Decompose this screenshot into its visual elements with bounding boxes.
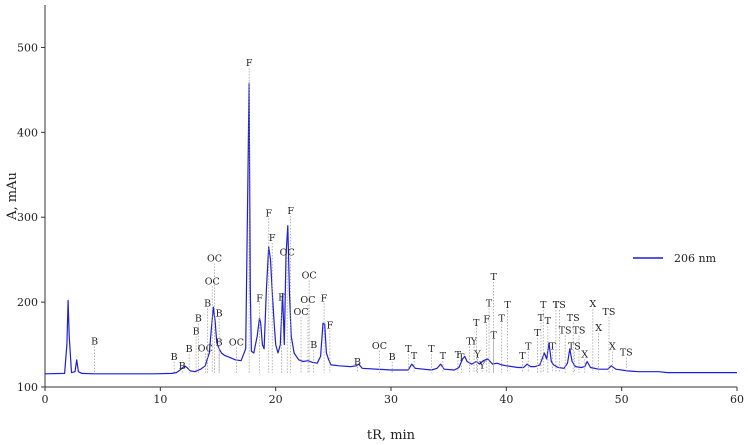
peak-label: B <box>389 352 396 363</box>
peak-label: T <box>525 342 532 353</box>
x-tick-label: 50 <box>615 393 629 406</box>
legend: 206 nm <box>633 252 717 265</box>
peak-label: F <box>327 320 334 331</box>
peak-label: OC <box>302 270 317 281</box>
peak-label: X <box>581 349 588 360</box>
peak-label: B <box>216 309 223 320</box>
x-tick-label: 60 <box>730 393 744 406</box>
peak-label: F <box>287 206 294 217</box>
x-tick-label: 20 <box>269 393 283 406</box>
x-ticks: 0 10 20 30 40 50 60 <box>42 387 744 406</box>
peak-label: TS <box>573 326 586 337</box>
peak-label: Y <box>473 349 481 360</box>
peak-label: T <box>486 298 493 309</box>
peak-label: T <box>411 351 418 362</box>
peak-label: Y <box>470 337 478 348</box>
y-ticks: 100 200 300 400 500 <box>17 41 45 394</box>
peak-label: F <box>246 58 253 69</box>
legend-label: 206 nm <box>674 252 717 265</box>
peak-label: TS <box>567 313 580 324</box>
peak-label: F <box>269 233 276 244</box>
peak-label: OC <box>294 307 309 318</box>
x-tick-label: 40 <box>499 393 513 406</box>
peak-label: T <box>458 353 465 364</box>
peak-label: TS <box>603 307 616 318</box>
peak-label: B <box>216 337 223 348</box>
y-tick-label: 200 <box>17 296 38 309</box>
x-axis-label: tR, min <box>367 428 416 443</box>
peak-label: T <box>405 344 412 355</box>
plot-area <box>44 82 737 375</box>
peak-label: T <box>545 316 552 327</box>
peak-label: F <box>278 292 285 303</box>
peak-label: X <box>609 342 616 353</box>
peak-label: B <box>193 326 200 337</box>
y-tick-label: 300 <box>17 211 38 224</box>
peak-label: T <box>499 314 506 325</box>
y-tick-label: 100 <box>17 381 38 394</box>
peak-label: T <box>549 342 556 353</box>
peak-label: T <box>534 328 541 339</box>
peak-label: T <box>538 313 545 324</box>
peak-label: B <box>179 361 186 372</box>
peak-label: B <box>310 340 317 351</box>
peak-label: B <box>354 357 361 368</box>
x-tick-label: 0 <box>42 393 49 406</box>
peak-label: F <box>483 314 490 325</box>
peak-label: B <box>91 337 98 348</box>
axes <box>44 5 737 388</box>
x-tick-label: 10 <box>153 393 167 406</box>
peak-label: OC <box>372 341 387 352</box>
peak-label: F <box>256 293 263 304</box>
peak-label: B <box>186 344 193 355</box>
peak-label: OC <box>300 295 315 306</box>
peak-label: B <box>195 314 202 325</box>
peak-label: T <box>473 318 480 329</box>
peak-label: F <box>321 293 328 304</box>
peak-label: TS <box>559 326 572 337</box>
x-tick-label: 30 <box>384 393 398 406</box>
peak-label: Y <box>478 360 486 371</box>
peak-label: OC <box>205 276 220 287</box>
peak-label: TS <box>568 342 581 353</box>
y-axis-label: A, mAu <box>5 172 20 221</box>
peak-label: X <box>589 299 596 310</box>
peak-label: OC <box>198 343 213 354</box>
peak-label: TS <box>620 348 633 359</box>
series-line-206nm <box>44 82 737 375</box>
peak-label: T <box>466 337 473 348</box>
peak-label: OC <box>229 337 244 348</box>
peak-label: B <box>204 298 211 309</box>
peak-label: T <box>490 272 497 283</box>
peak-label: OC <box>280 247 295 258</box>
y-tick-label: 400 <box>17 126 38 139</box>
peak-label: T <box>540 300 547 311</box>
peak-label: T <box>428 344 435 355</box>
peak-label: T <box>490 331 497 342</box>
peak-label: T <box>519 351 526 362</box>
peak-label: TS <box>553 300 566 311</box>
y-tick-label: 500 <box>17 41 38 54</box>
peak-label: OC <box>207 253 222 264</box>
peak-label: B <box>171 352 178 363</box>
peak-label: F <box>265 208 272 219</box>
peak-label: X <box>595 323 602 334</box>
peak-label: T <box>553 300 560 311</box>
peak-label: T <box>440 351 447 362</box>
peak-label: T <box>455 350 462 361</box>
peak-label: T <box>504 300 511 311</box>
